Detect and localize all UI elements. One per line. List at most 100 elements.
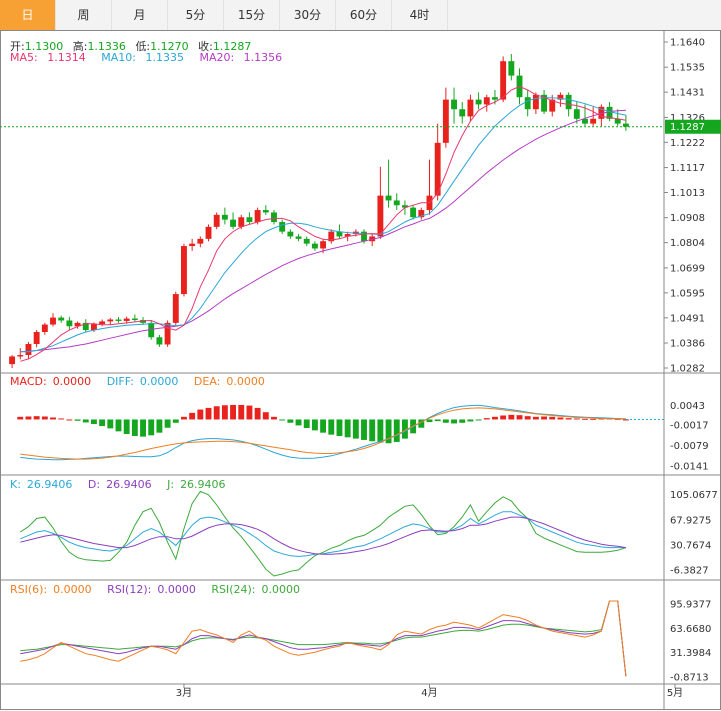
candle-body (500, 61, 507, 100)
macd-readout: MACD: 0.0000 DIFF: 0.0000 DEA: 0.0000 (10, 375, 265, 388)
candle-body (74, 322, 81, 327)
candle-body (532, 94, 539, 110)
macd-bar (197, 409, 204, 420)
candle-body (483, 97, 490, 105)
candle-body (377, 195, 384, 237)
macd-bar (189, 412, 196, 420)
tab-4[interactable]: 15分 (224, 0, 280, 30)
candle-body (197, 238, 204, 244)
candlestick-chart: 1.1640 1.1535 1.1431 1.1326 1.1222 1.1117 1.10… (0, 30, 721, 710)
candle-body (598, 106, 605, 119)
macd-bar (123, 419, 130, 434)
macd-bar (393, 419, 400, 442)
price-tick-label: 1.0908 (670, 213, 705, 224)
candle-body (58, 317, 65, 321)
candle-body (25, 343, 32, 356)
d-line (20, 516, 626, 555)
macd-bar (385, 419, 392, 444)
candle-body (410, 207, 417, 218)
candle-body (156, 337, 163, 345)
macd-bar (573, 418, 580, 420)
ohlc-readout: 开:1.1300 高:1.1336 低:1.1270 收:1.1287 (10, 40, 252, 53)
candle-body (434, 142, 441, 196)
price-tick-label: 1.0699 (670, 263, 705, 274)
current-price-label: 1.1287 (670, 122, 705, 133)
x-tick-label: 3月 (176, 687, 192, 699)
candle-body (148, 322, 155, 338)
candle-body (467, 99, 474, 117)
macd-bar (377, 419, 384, 443)
macd-bar (418, 419, 425, 428)
price-tick-label: 1.1535 (670, 63, 705, 74)
candle-body (320, 241, 327, 249)
macd-bar (66, 419, 73, 421)
macd-bar (148, 419, 155, 436)
tab-5[interactable]: 30分 (280, 0, 336, 30)
macd-bar (246, 405, 253, 420)
candle-body (336, 231, 343, 237)
candle-body (361, 231, 367, 242)
tab-0[interactable]: 日 (0, 0, 56, 30)
candle-body (33, 331, 40, 344)
tab-1[interactable]: 周 (56, 0, 112, 30)
candle-body (123, 318, 130, 321)
macd-bar (557, 417, 564, 420)
macd-bar (475, 419, 482, 421)
macd-bar (99, 419, 106, 427)
ma10-line (20, 97, 627, 353)
macd-bar (271, 416, 277, 420)
x-tick-label: 4月 (421, 687, 437, 699)
macd-bar (230, 404, 237, 420)
candle-body (565, 94, 572, 110)
macd-bar (549, 416, 556, 420)
rsi24-line (20, 600, 627, 677)
candle-body (205, 226, 212, 239)
macd-tick-label: -0.0017 (670, 421, 709, 432)
rsi-tick-label: 63.6680 (670, 624, 711, 635)
candle-body (271, 212, 277, 223)
candle-body (181, 246, 187, 295)
dea-line (20, 407, 626, 460)
candle-body (131, 318, 138, 320)
macd-bar (541, 416, 548, 420)
candle-body (508, 61, 515, 76)
candle-body (17, 355, 24, 357)
rsi-tick-label: 31.3984 (670, 648, 711, 659)
price-tick-label: 1.0491 (670, 313, 705, 324)
tab-3[interactable]: 5分 (168, 0, 224, 30)
macd-bar (508, 414, 515, 420)
candle-body (614, 118, 621, 124)
macd-bar (492, 416, 498, 420)
tab-6[interactable]: 60分 (336, 0, 392, 30)
candle-body (549, 99, 556, 112)
ma20-line (20, 109, 626, 353)
period-tabs: 日周月 5分 15分 30分 60分 4时 (0, 0, 721, 31)
candle-body (606, 106, 613, 119)
tab-7[interactable]: 4时 (392, 0, 448, 30)
macd-bar (336, 419, 343, 436)
candle-body (50, 317, 56, 325)
candle-body (524, 97, 531, 110)
ma5-line (20, 85, 626, 362)
candle-body (393, 200, 400, 206)
price-tick-label: 1.1640 (670, 38, 705, 49)
macd-bar (532, 416, 539, 420)
macd-bar (287, 419, 294, 423)
candle-body (492, 97, 498, 100)
macd-bar (50, 417, 56, 420)
macd-bar (614, 418, 621, 420)
macd-bar (582, 418, 588, 420)
candle-body (238, 217, 245, 227)
macd-bar (33, 416, 40, 420)
macd-bar (58, 418, 65, 420)
price-tick-label: 1.1431 (670, 88, 705, 99)
macd-bar (320, 419, 327, 433)
candle-body (115, 319, 122, 321)
current-price-tag (665, 119, 721, 134)
price-tick-label: 1.1222 (670, 138, 705, 149)
tab-2[interactable]: 月 (112, 0, 168, 30)
macd-bar (361, 419, 367, 440)
macd-bar (17, 416, 24, 420)
candle-body (213, 214, 220, 227)
rsi-tick-label: 95.9377 (670, 600, 711, 611)
